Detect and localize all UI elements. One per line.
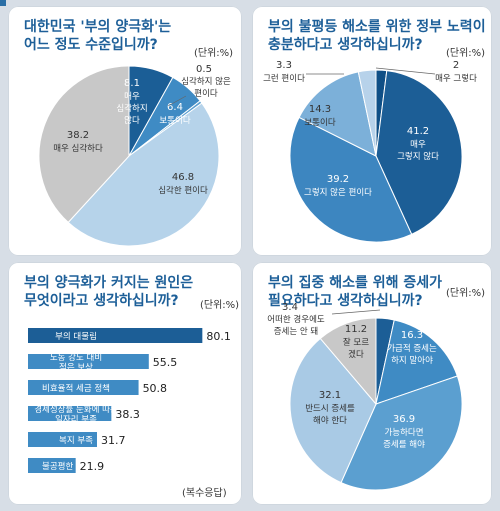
pie-slice <box>375 70 463 235</box>
slice-name-label: 어떠한 경우에도 <box>267 314 325 325</box>
slice-name-label: 그렇지 않다 <box>397 151 439 162</box>
unit-label: (단위:%) <box>446 48 486 59</box>
bar <box>28 328 203 343</box>
slice-name-label: 보통이다 <box>304 117 335 128</box>
leader-line <box>167 95 187 107</box>
unit-label: (단위:%) <box>446 288 486 299</box>
title-line-1: 부의 불평등 해소를 위한 정부 노력이 <box>268 19 486 35</box>
corner-mark <box>0 0 6 6</box>
pie-slice <box>38 65 130 224</box>
title-line-1: 부의 집중 해소를 위해 증세가 <box>268 275 443 291</box>
panel-causes: 부의 양극화가 커지는 원인은 무엇이라고 생각하십니까? (단위:%) 부의 … <box>8 262 242 505</box>
bar-category-label: 복지 부족 <box>59 436 93 446</box>
bar <box>28 432 97 447</box>
panel-inequality-level: 대한민국 '부의 양극화'는 어느 정도 수준입니까? (단위:%) 8.1 매… <box>8 6 242 256</box>
slice-name-label: 매우 <box>410 140 426 150</box>
bar-category-label: 부의 대물림 <box>55 331 97 342</box>
slice-name-label: 심각하지 <box>116 103 147 114</box>
bar <box>28 354 149 369</box>
slice-name-label: 심각하지 않은 <box>181 76 231 87</box>
slice-name-label: 매우 그렇다 <box>435 73 477 84</box>
slice-value-label: 46.8 <box>172 172 194 183</box>
bar-value-label: 21.9 <box>80 460 105 473</box>
pie-slice <box>289 116 413 243</box>
slice-value-label: 39.2 <box>327 174 349 185</box>
title-line-2: 충분하다고 생각하십니까? <box>268 37 423 53</box>
slice-name-label: 증세는 안 돼 <box>274 326 319 337</box>
pie-chart-inequality-level: 8.1 매우 심각하지 않다 6.4 보통이다 0.5 심각하지 않은 편이다 … <box>38 64 231 247</box>
slice-name-label: 보통이다 <box>159 115 190 126</box>
bar-value-label: 50.8 <box>143 382 168 395</box>
pie-slice <box>340 375 463 491</box>
slice-value-label: 0.5 <box>196 64 212 75</box>
pie-slice <box>357 69 377 157</box>
slice-value-label: 3.4 <box>282 302 298 313</box>
bar-category-label: 비효율적 세금 정책 <box>42 383 110 394</box>
slice-value-label: 3.3 <box>276 60 292 71</box>
unit-label: (단위:%) <box>194 48 234 59</box>
bar-category-label: 경제성장률 둔화에 따른 <box>34 404 118 415</box>
slice-name-label: 매우 심각하다 <box>53 143 103 154</box>
slice-value-label: 16.3 <box>401 330 423 341</box>
slice-name-label: 하지 말아야 <box>391 355 433 366</box>
slice-name-label: 매우 <box>124 92 140 102</box>
title-line-1: 부의 양극화가 커지는 원인은 <box>24 275 194 291</box>
slice-value-label: 2 <box>453 60 459 71</box>
pie-slice <box>67 102 220 247</box>
bar-value-label: 38.3 <box>115 408 140 421</box>
pie-chart-government-effort: 41.2 매우 그렇지 않다 39.2 그렇지 않은 편이다 14.3 보통이다… <box>263 60 477 243</box>
bar-value-label: 80.1 <box>206 330 231 343</box>
slice-name-label: 편이다 <box>194 88 218 99</box>
slice-name-label: 해야 한다 <box>313 415 347 426</box>
slice-name-label: 그런 편이다 <box>263 73 305 84</box>
slice-name-label: 않다 <box>124 116 140 126</box>
slice-value-label: 41.2 <box>407 126 429 137</box>
slice-name-label: 그렇지 않은 편이다 <box>304 187 372 198</box>
panel-tax-increase: 부의 집중 해소를 위해 증세가 필요하다고 생각하십니까? (단위:%) 16… <box>252 262 492 505</box>
slice-name-label: 잘 모르 <box>343 337 369 348</box>
bar-category-label: 적은 보상 <box>59 362 93 373</box>
bar-value-label: 55.5 <box>153 356 178 369</box>
slice-name-label: 반드시 증세를 <box>305 403 355 414</box>
slice-value-label: 14.3 <box>309 104 331 115</box>
multiple-response-note: (복수응답) <box>182 488 227 499</box>
slice-value-label: 38.2 <box>67 130 89 141</box>
bar-category-label: 일자리 부족 <box>55 415 97 425</box>
slice-value-label: 6.4 <box>167 102 183 113</box>
panel-title: 부의 불평등 해소를 위한 정부 노력이 충분하다고 생각하십니까? <box>268 18 486 54</box>
bar <box>28 458 76 473</box>
bar <box>28 380 139 395</box>
pie-slice <box>289 337 377 484</box>
slice-value-label: 36.9 <box>393 414 415 425</box>
slice-name-label: 가급적 증세는 <box>387 343 437 354</box>
slice-value-label: 8.1 <box>124 78 140 89</box>
slice-value-label: 11.2 <box>345 324 367 335</box>
pie-slice <box>319 317 377 406</box>
leader-line <box>331 309 381 315</box>
panel-title: 부의 양극화가 커지는 원인은 무엇이라고 생각하십니까? <box>24 274 193 310</box>
bar-category-label: 노동 강도 대비 <box>50 352 102 363</box>
title-line-1: 대한민국 '부의 양극화'는 <box>24 19 172 35</box>
slice-name-label: 증세를 해야 <box>383 439 425 450</box>
leader-line <box>375 67 436 75</box>
title-line-2: 필요하다고 생각하십니까? <box>268 293 423 309</box>
panel-title: 대한민국 '부의 양극화'는 어느 정도 수준입니까? <box>24 18 171 54</box>
bar <box>28 406 112 421</box>
panel-government-effort: 부의 불평등 해소를 위한 정부 노력이 충분하다고 생각하십니까? (단위:%… <box>252 6 492 256</box>
title-line-2: 어느 정도 수준입니까? <box>24 37 158 53</box>
slice-value-label: 32.1 <box>319 390 341 401</box>
unit-label: (단위:%) <box>200 300 240 311</box>
bar-value-label: 31.7 <box>101 434 126 447</box>
panel-title: 부의 집중 해소를 위해 증세가 필요하다고 생각하십니까? <box>268 274 442 310</box>
slice-name-label: 가능하다면 <box>384 427 423 438</box>
pie-chart-tax-increase: 16.3 가급적 증세는 하지 말아야 36.9 가능하다면 증세를 해야 32… <box>267 302 463 491</box>
pie-slice <box>298 71 377 157</box>
slice-name-label: 심각한 편이다 <box>158 185 208 196</box>
bar-category-label: 불공평한 교육 기회 <box>42 461 110 472</box>
title-line-2: 무엇이라고 생각하십니까? <box>24 293 179 309</box>
slice-name-label: 겠다 <box>348 349 364 360</box>
